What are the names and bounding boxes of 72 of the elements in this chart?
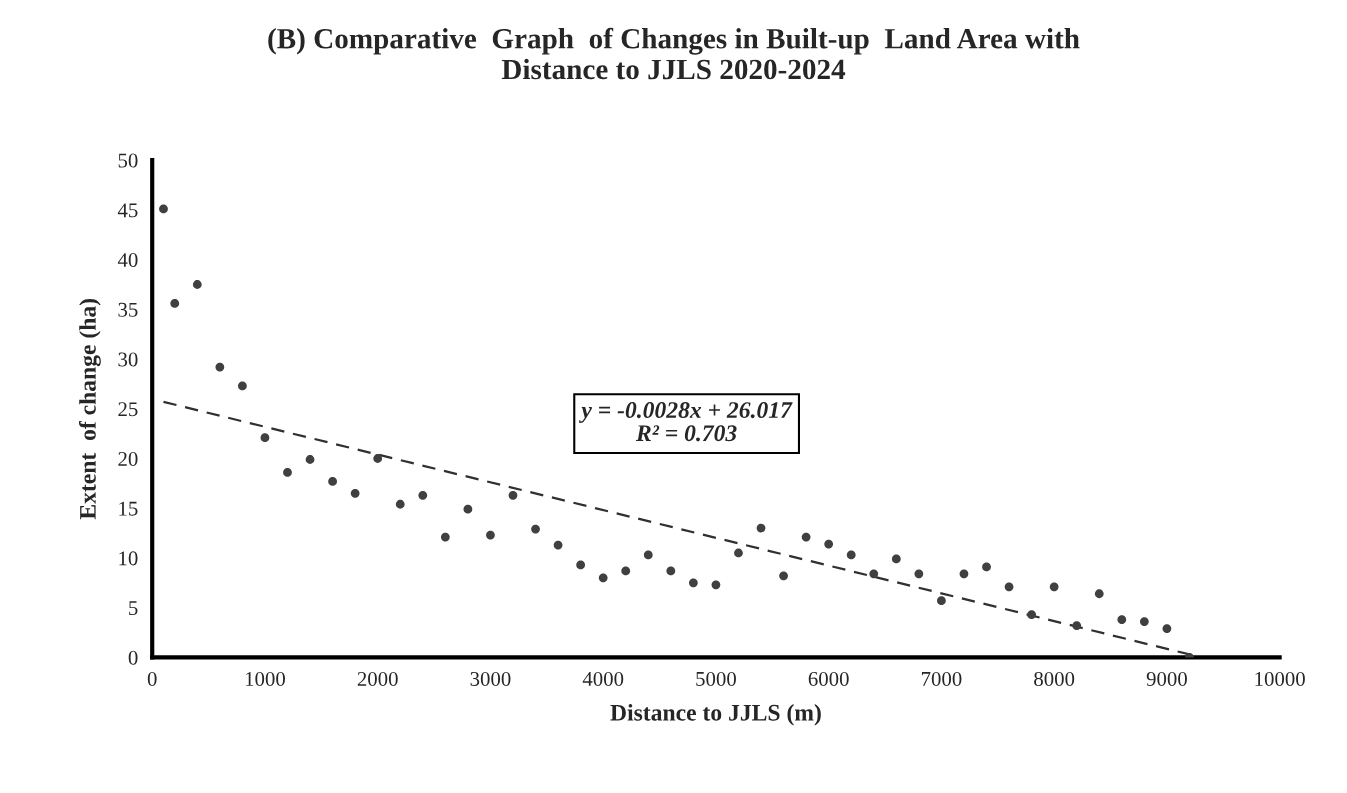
- point: [576, 560, 586, 570]
- point: [666, 566, 676, 576]
- point: [395, 499, 405, 509]
- x-tick-label: 10000: [1255, 671, 1305, 686]
- point: [418, 490, 428, 500]
- point: [598, 573, 608, 583]
- point: [215, 362, 225, 372]
- point: [1027, 610, 1037, 620]
- x-tick-label: 5000: [696, 671, 736, 686]
- y-tick-label: 40: [117, 253, 138, 268]
- point: [373, 454, 383, 463]
- x-tick-label: 8000: [1034, 671, 1075, 686]
- point: [824, 539, 834, 549]
- point: [531, 524, 540, 534]
- point: [711, 580, 721, 590]
- y-tick-label: 20: [118, 451, 138, 466]
- point: [170, 298, 180, 308]
- x-tick-label: 3000: [470, 671, 511, 686]
- point: [937, 596, 946, 606]
- point: [1139, 617, 1149, 626]
- point: [486, 530, 495, 540]
- point: [891, 554, 901, 564]
- x-tick-label: 1000: [245, 671, 285, 686]
- point: [756, 523, 766, 533]
- point: [1162, 624, 1172, 633]
- point: [328, 476, 337, 486]
- point: [305, 455, 315, 464]
- y-tick-label: 35: [118, 302, 138, 317]
- y-tick-label: 5: [129, 601, 138, 616]
- point: [1004, 582, 1014, 592]
- point: [982, 562, 991, 572]
- point: [1094, 589, 1104, 599]
- annotation: y = -0.0028x + 26.017 R² = 0.703: [578, 402, 793, 442]
- point: [914, 569, 924, 579]
- point: [553, 540, 563, 550]
- point: [688, 578, 698, 588]
- y-tick-label: 15: [119, 501, 138, 516]
- y-tick-label: 30: [118, 352, 138, 367]
- point: [1117, 615, 1127, 624]
- point: [463, 504, 473, 514]
- y-tick-label: 0: [128, 650, 138, 665]
- point: [440, 532, 450, 542]
- point: [283, 468, 292, 477]
- x-tick-label: 0: [147, 671, 157, 686]
- point: [1072, 621, 1082, 630]
- point: [260, 433, 270, 443]
- point: [192, 280, 202, 289]
- y-tick-label: 45: [117, 203, 138, 218]
- point: [159, 204, 168, 214]
- point: [959, 569, 969, 579]
- y-tick-label: 25: [118, 402, 138, 417]
- point: [350, 488, 360, 498]
- point: [779, 571, 788, 581]
- y-tick-label: 10: [119, 551, 138, 566]
- point: [643, 550, 653, 560]
- point: [508, 490, 518, 500]
- x-tick-label: 4000: [582, 671, 624, 686]
- point: [621, 566, 631, 576]
- x-tick-label: 9000: [1146, 671, 1187, 686]
- x-tick-label: 6000: [808, 671, 849, 686]
- x-tick-label: 2000: [357, 671, 398, 686]
- chart-title: (B) Comparative Graph of Changes in Built-up Land Area with Distance to JJLS 2020-2024: [268, 27, 1080, 80]
- y-tick-label: 50: [118, 153, 138, 168]
- point: [238, 381, 247, 391]
- x-tick-label: 7000: [921, 671, 962, 686]
- point: [846, 550, 856, 560]
- y-axis-title: Extent of change (ha): [78, 298, 101, 520]
- point: [801, 532, 811, 542]
- point: [734, 548, 743, 558]
- x-axis-title: Distance to JJLS (m): [610, 704, 821, 726]
- point: [869, 569, 879, 579]
- point: [1049, 582, 1059, 592]
